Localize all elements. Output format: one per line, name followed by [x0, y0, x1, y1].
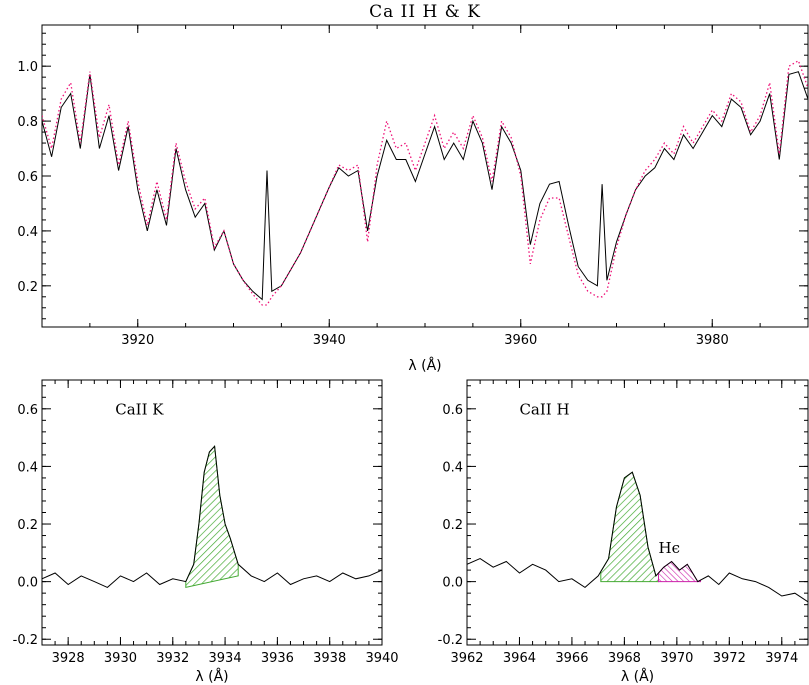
x-tick-label: 3932 — [156, 651, 189, 666]
x-tick-label: 3930 — [104, 651, 137, 666]
y-tick-label: 0.0 — [17, 576, 38, 591]
x-tick-label: 3974 — [765, 651, 798, 666]
y-tick-label: 0.4 — [17, 225, 38, 240]
x-tick-label: 3940 — [365, 651, 398, 666]
calcium-k-panel: 3928 3930 3932 3934 3936 3938 3940 -0.2 0.0 0.2 0.… — [13, 379, 399, 685]
x-tick-label: 3962 — [450, 651, 483, 666]
y-tick-label: 0.2 — [17, 280, 38, 295]
y-tick-label: 0.2 — [17, 518, 38, 533]
y-tick-label: 0.0 — [442, 576, 463, 591]
top-chart-title: Ca II H & K — [369, 2, 481, 22]
x-tick-label: 3928 — [52, 651, 85, 666]
y-tick-label: 0.4 — [17, 460, 38, 475]
plot-data — [42, 445, 382, 589]
top-panel: 3920 3940 3960 3980 0.2 0.4 0.6 0.8 1.0 λ (Å) — [17, 24, 809, 374]
observed-spectrum-line — [42, 445, 382, 588]
plot-frame — [41, 24, 809, 328]
x-tick-label: 3940 — [313, 333, 346, 348]
x-tick-label: 3960 — [504, 333, 537, 348]
observed-spectrum-line — [467, 471, 808, 603]
panel-annotation: CaII K — [115, 401, 164, 419]
observed-spectrum-line — [42, 71, 808, 301]
panel-annotation: CaII H — [519, 401, 569, 419]
x-tick-label: 3964 — [503, 651, 536, 666]
panel-annotation: Hϵ — [658, 539, 679, 557]
x-tick-label: 3972 — [713, 651, 746, 666]
plot-data — [467, 471, 808, 603]
y-tick-label: 0.4 — [442, 460, 463, 475]
x-axis-label: λ (Å) — [195, 668, 228, 685]
x-tick-label: 3934 — [209, 651, 242, 666]
model-spectrum-line — [42, 59, 808, 306]
y-tick-label: -0.2 — [13, 633, 38, 648]
y-tick-label: 0.6 — [442, 403, 463, 418]
calcium-h-panel: 3962 3964 3966 3968 3970 3972 3974 -0.2 0.0 0.2 0.… — [438, 379, 809, 685]
plot-data — [42, 59, 808, 306]
x-tick-label: 3968 — [608, 651, 641, 666]
y-tick-label: 0.6 — [17, 170, 38, 185]
x-tick-label: 3920 — [121, 333, 154, 348]
y-tick-label: 0.6 — [17, 403, 38, 418]
x-axis-label: λ (Å) — [408, 357, 441, 374]
x-tick-label: 3970 — [660, 651, 693, 666]
h-epsilon-fill-region — [658, 560, 701, 583]
x-tick-label: 3966 — [555, 651, 588, 666]
y-tick-label: 1.0 — [17, 60, 38, 75]
emission-fill-region — [185, 445, 239, 589]
y-tick-label: 0.8 — [17, 115, 38, 130]
x-tick-label: 3938 — [313, 651, 346, 666]
y-tick-label: -0.2 — [438, 633, 463, 648]
x-tick-label: 3936 — [261, 651, 294, 666]
emission-fill-region — [600, 471, 659, 583]
x-tick-label: 3980 — [696, 333, 729, 348]
y-tick-label: 0.2 — [442, 518, 463, 533]
x-axis-label: λ (Å) — [621, 668, 654, 685]
